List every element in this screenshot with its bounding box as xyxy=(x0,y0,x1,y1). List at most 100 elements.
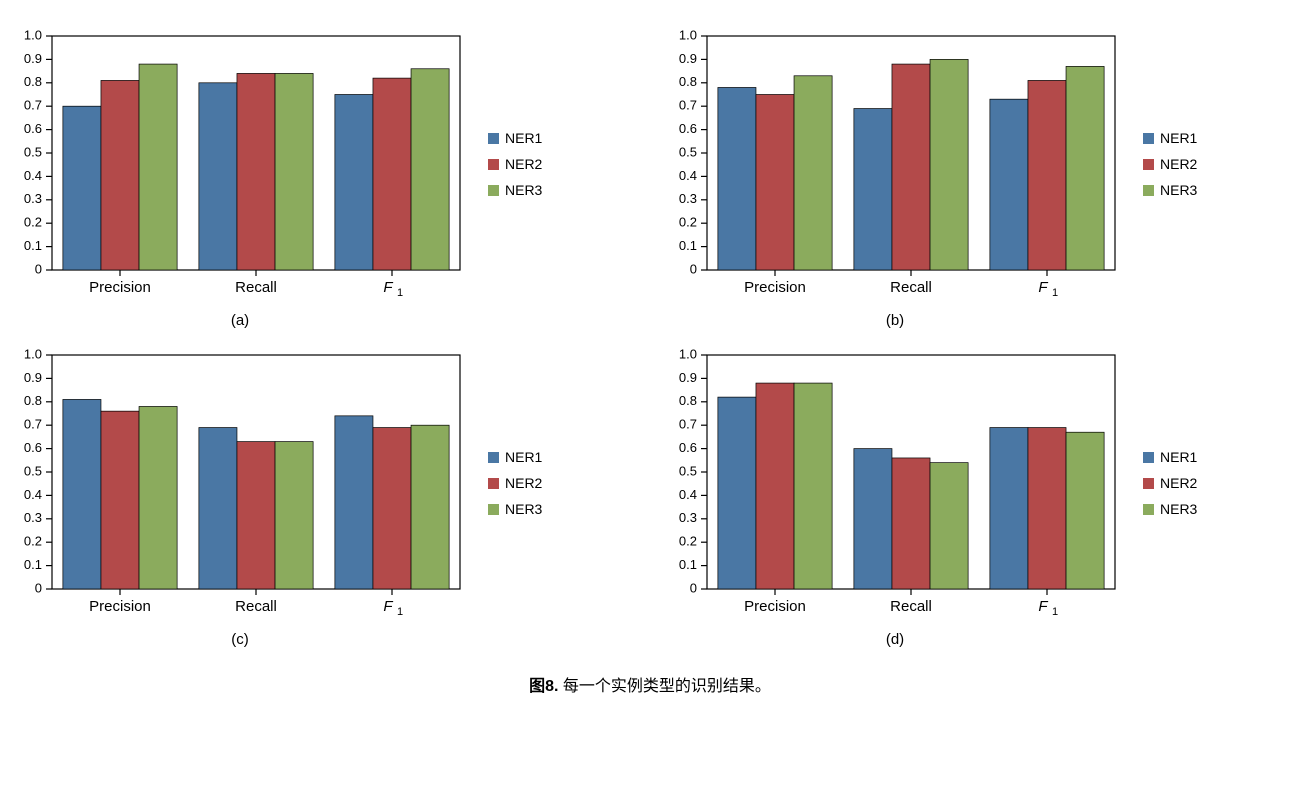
ytick-label: 0.4 xyxy=(24,168,42,183)
bar-NER1 xyxy=(335,95,373,271)
bar-NER1 xyxy=(335,416,373,589)
bar-NER3 xyxy=(275,73,313,270)
ytick-label: 0.3 xyxy=(679,191,697,206)
figure-caption: 图8. 每一个实例类型的识别结果。 xyxy=(10,672,1290,696)
legend: NER1 NER2 NER3 xyxy=(1143,130,1197,198)
legend-swatch-NER3 xyxy=(488,504,499,515)
ytick-label: 0.3 xyxy=(24,510,42,525)
ytick-label: 0.5 xyxy=(679,144,697,159)
legend-label: NER1 xyxy=(1160,449,1197,465)
legend-swatch-NER1 xyxy=(1143,452,1154,463)
charts-grid: 0 0.1 0.2 0.3 0.4 0.5 0.6 0.7 0.8 0.9 1.0 Precision… xyxy=(10,20,1290,648)
ytick-label: 1.0 xyxy=(24,27,42,42)
bar-NER2 xyxy=(892,458,930,589)
bar-NER2 xyxy=(373,78,411,270)
bar-NER2 xyxy=(756,383,794,589)
bar-NER3 xyxy=(139,64,177,270)
legend-swatch-NER2 xyxy=(1143,159,1154,170)
ytick-label: 0.7 xyxy=(679,98,697,113)
legend-swatch-NER1 xyxy=(488,133,499,144)
ytick-label: 0.1 xyxy=(679,238,697,253)
ytick-label: 0.7 xyxy=(24,417,42,432)
ytick-label: 0.6 xyxy=(679,121,697,136)
legend-swatch-NER3 xyxy=(1143,504,1154,515)
category-label-sub: 1 xyxy=(1052,606,1058,618)
ytick-label: 0.8 xyxy=(24,393,42,408)
bar-NER1 xyxy=(718,397,756,589)
bar-NER1 xyxy=(63,106,101,270)
ytick-label: 0 xyxy=(690,580,697,595)
legend-label: NER3 xyxy=(1160,182,1197,198)
ytick-label: 0.9 xyxy=(679,370,697,385)
ytick-label: 0.8 xyxy=(24,74,42,89)
ytick-label: 0.2 xyxy=(679,534,697,549)
chart-svg-(a): 00.10.20.30.40.50.60.70.80.91.0Precision… xyxy=(10,20,470,310)
chart-plot-wrap: 00.10.20.30.40.50.60.70.80.91.0Precision… xyxy=(10,339,470,648)
bar-NER2 xyxy=(756,95,794,271)
ytick-label: 0.4 xyxy=(24,487,42,502)
ytick-label: 1.0 xyxy=(24,346,42,361)
chart-cell-(c): 00.10.20.30.40.50.60.70.80.91.0Precision… xyxy=(10,339,635,648)
ytick-label: 0.5 xyxy=(24,463,42,478)
legend-swatch-NER2 xyxy=(1143,478,1154,489)
subplot-label: (b) xyxy=(886,312,904,329)
chart-plot-wrap: 00.10.20.30.40.50.60.70.80.91.0Precision… xyxy=(10,20,470,329)
bar-NER1 xyxy=(199,83,237,270)
category-label: Precision xyxy=(744,279,806,296)
legend: NER1 NER2 NER3 xyxy=(488,449,542,517)
legend-label: NER3 xyxy=(1160,501,1197,517)
bar-NER1 xyxy=(63,399,101,589)
bar-NER3 xyxy=(794,383,832,589)
legend-label: NER1 xyxy=(505,449,542,465)
ytick-label: 1.0 xyxy=(679,346,697,361)
chart-cell-(d): 00.10.20.30.40.50.60.70.80.91.0Precision… xyxy=(665,339,1290,648)
legend: NER1 NER2 NER3 xyxy=(488,130,542,198)
legend-label: NER1 xyxy=(505,130,542,146)
ytick-label: 0.2 xyxy=(679,215,697,230)
category-label: F xyxy=(383,279,393,296)
chart-svg-(c): 00.10.20.30.40.50.60.70.80.91.0Precision… xyxy=(10,339,470,629)
category-label-sub: 1 xyxy=(397,606,403,618)
subplot-label: (a) xyxy=(231,312,249,329)
category-label-sub: 1 xyxy=(397,287,403,299)
ytick-label: 0 xyxy=(35,261,42,276)
chart-svg-(b): 00.10.20.30.40.50.60.70.80.91.0Precision… xyxy=(665,20,1125,310)
ytick-label: 0.1 xyxy=(24,238,42,253)
legend-label: NER1 xyxy=(1160,130,1197,146)
legend-swatch-NER2 xyxy=(488,478,499,489)
ytick-label: 0.9 xyxy=(679,51,697,66)
legend-item-NER3: NER3 xyxy=(488,182,542,198)
bar-NER1 xyxy=(990,428,1028,589)
ytick-label: 0.8 xyxy=(679,74,697,89)
ytick-label: 0.4 xyxy=(679,168,697,183)
legend-swatch-NER1 xyxy=(488,452,499,463)
bar-NER3 xyxy=(411,425,449,589)
bar-NER1 xyxy=(854,109,892,270)
ytick-label: 0.8 xyxy=(679,393,697,408)
bar-NER2 xyxy=(1028,80,1066,270)
bar-NER3 xyxy=(930,463,968,589)
ytick-label: 0.6 xyxy=(679,440,697,455)
legend-swatch-NER2 xyxy=(488,159,499,170)
category-label: F xyxy=(383,598,393,615)
ytick-label: 0.1 xyxy=(679,557,697,572)
bar-NER1 xyxy=(990,99,1028,270)
category-label: F xyxy=(1038,279,1048,296)
chart-cell-(b): 00.10.20.30.40.50.60.70.80.91.0Precision… xyxy=(665,20,1290,329)
category-label: Recall xyxy=(890,279,932,296)
ytick-label: 0.4 xyxy=(679,487,697,502)
ytick-label: 0.2 xyxy=(24,215,42,230)
legend-label: NER2 xyxy=(505,475,542,491)
bar-NER2 xyxy=(237,442,275,589)
legend-item-NER1: NER1 xyxy=(488,449,542,465)
legend-item-NER2: NER2 xyxy=(1143,156,1197,172)
ytick-label: 0.2 xyxy=(24,534,42,549)
legend-label: NER3 xyxy=(505,501,542,517)
legend-swatch-NER3 xyxy=(1143,185,1154,196)
caption-text: 每一个实例类型的识别结果。 xyxy=(558,678,770,695)
category-label: Recall xyxy=(235,598,277,615)
ytick-label: 0.3 xyxy=(679,510,697,525)
figure-container: 0 0.1 0.2 0.3 0.4 0.5 0.6 0.7 0.8 0.9 1.0 Precision… xyxy=(10,20,1290,696)
legend-label: NER2 xyxy=(505,156,542,172)
chart-plot-wrap: 00.10.20.30.40.50.60.70.80.91.0Precision… xyxy=(665,20,1125,329)
